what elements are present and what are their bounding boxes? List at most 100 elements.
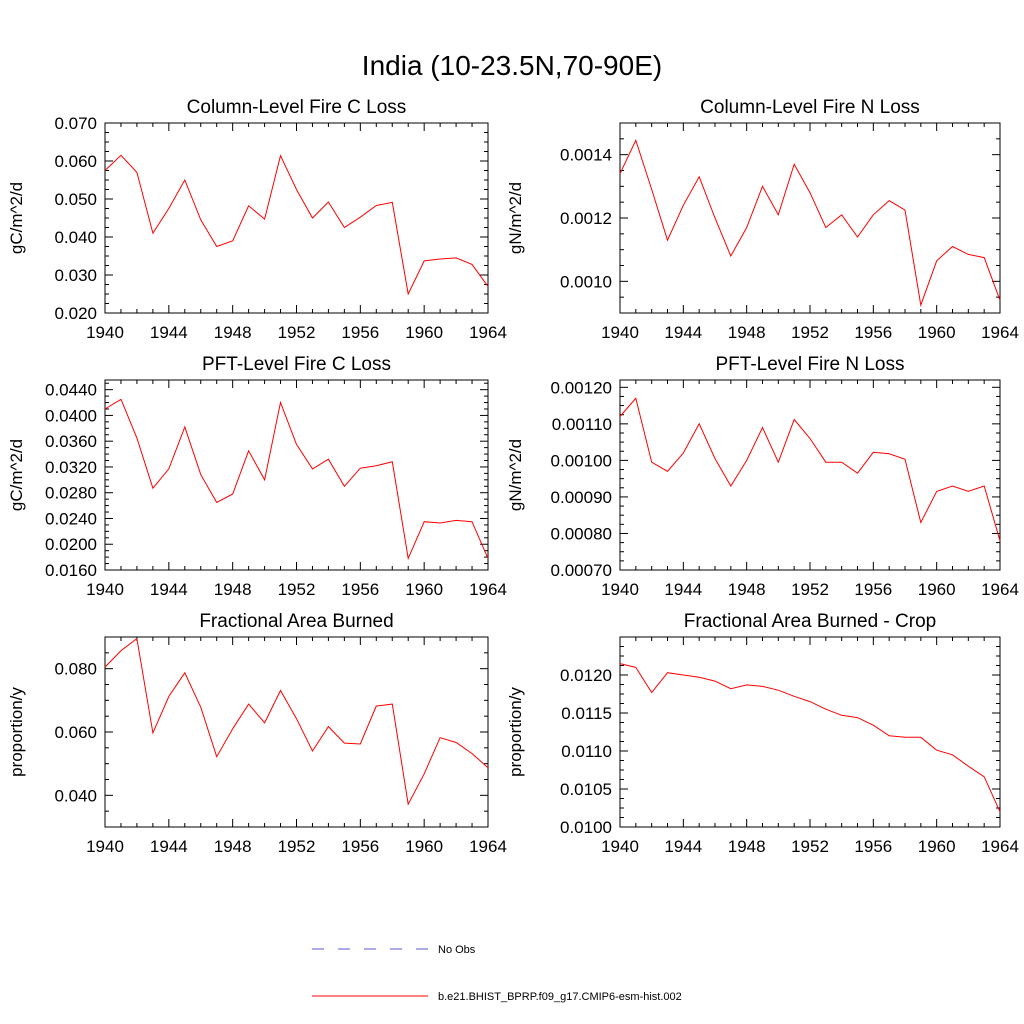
x-tick-label: 1948: [214, 580, 252, 599]
panel-4: PFT-Level Fire N Loss 1940 1944 1948 1952 195…: [506, 354, 1019, 599]
x-tick-label: 1964: [981, 580, 1019, 599]
panel-1: Column-Level Fire C Loss 1940 1944 1948 1952…: [7, 97, 507, 342]
x-tick-label: 1964: [469, 837, 507, 856]
y-axis-label: gC/m^2/d: [7, 439, 26, 511]
y-axis-label: gN/m^2/d: [506, 439, 525, 511]
legend: No Obs b.e21.BHIST_BPRP.f09_g17.CMIP6-es…: [312, 944, 682, 1003]
panel-title: Fractional Area Burned: [199, 611, 393, 632]
x-tick-label: 1944: [664, 323, 702, 342]
x-tick-label: 1952: [278, 580, 316, 599]
y-tick-label: 0.0115: [561, 704, 612, 723]
y-tick-label: 0.020: [54, 304, 97, 323]
x-tick-label: 1940: [601, 837, 639, 856]
series-line: [619, 663, 1001, 813]
y-tick-label: 0.0120: [560, 666, 612, 685]
y-tick-label: 0.040: [54, 228, 97, 247]
legend-model-label: b.e21.BHIST_BPRP.f09_g17.CMIP6-esm-hist.…: [438, 991, 682, 1003]
x-tick-label: 1960: [405, 580, 443, 599]
plot-frame: [619, 379, 1001, 571]
panel-title: PFT-Level Fire C Loss: [202, 354, 391, 375]
y-tick-label: 0.0100: [560, 818, 612, 837]
series-line: [619, 397, 1001, 541]
x-tick-label: 1952: [791, 837, 829, 856]
panel-title: Fractional Area Burned - Crop: [684, 611, 936, 632]
series-line: [104, 637, 489, 806]
y-tick-label: 0.00070: [551, 561, 612, 580]
x-tick-label: 1952: [791, 323, 829, 342]
y-tick-label: 0.030: [54, 266, 97, 285]
x-tick-label: 1956: [341, 323, 379, 342]
panel-6: Fractional Area Burned - Crop 1940 1944 194…: [506, 611, 1019, 856]
y-tick-label: 0.060: [54, 723, 97, 742]
y-tick-label: 0.0014: [560, 146, 612, 165]
x-tick-label: 1956: [341, 837, 379, 856]
y-axis-label: gC/m^2/d: [7, 182, 26, 254]
panel-title: PFT-Level Fire N Loss: [716, 354, 905, 375]
y-tick-label: 0.080: [54, 660, 97, 679]
panel-title: Column-Level Fire C Loss: [187, 97, 407, 118]
x-tick-label: 1948: [728, 323, 766, 342]
y-tick-label: 0.070: [54, 114, 97, 133]
y-tick-label: 0.0360: [45, 432, 97, 451]
series-line: [619, 139, 1001, 308]
x-tick-label: 1944: [664, 580, 702, 599]
y-tick-label: 0.0010: [560, 272, 612, 291]
y-tick-label: 0.0110: [561, 742, 612, 761]
y-tick-label: 0.0400: [45, 406, 97, 425]
plot-frame: [104, 636, 489, 828]
x-tick-label: 1964: [981, 837, 1019, 856]
y-tick-label: 0.040: [54, 786, 97, 805]
y-tick-label: 0.00080: [551, 524, 612, 543]
x-tick-label: 1948: [728, 580, 766, 599]
x-tick-label: 1952: [791, 580, 829, 599]
x-tick-label: 1948: [728, 837, 766, 856]
y-tick-label: 0.00120: [551, 378, 612, 397]
panel-3: PFT-Level Fire C Loss 1940 1944 1948 1952 195…: [7, 354, 507, 599]
y-axis-label: gN/m^2/d: [506, 182, 525, 254]
x-tick-label: 1944: [150, 580, 188, 599]
y-tick-label: 0.0280: [45, 484, 97, 503]
panel-title: Column-Level Fire N Loss: [700, 97, 920, 118]
x-tick-label: 1944: [150, 323, 188, 342]
x-tick-label: 1948: [214, 837, 252, 856]
x-tick-label: 1964: [469, 580, 507, 599]
y-tick-label: 0.0012: [560, 209, 612, 228]
y-tick-label: 0.0440: [45, 381, 97, 400]
y-tick-label: 0.0200: [45, 535, 97, 554]
x-tick-label: 1956: [854, 323, 892, 342]
legend-obs-label: No Obs: [438, 944, 476, 956]
x-tick-label: 1960: [918, 580, 956, 599]
x-tick-label: 1956: [854, 580, 892, 599]
plot-frame: [619, 122, 1001, 314]
x-tick-label: 1960: [918, 837, 956, 856]
x-tick-label: 1956: [854, 837, 892, 856]
x-tick-label: 1960: [918, 323, 956, 342]
panel-2: Column-Level Fire N Loss 1940 1944 1948 1952…: [506, 97, 1019, 342]
y-tick-label: 0.050: [54, 190, 97, 209]
panels: Column-Level Fire C Loss 1940 1944 1948 1952…: [7, 97, 1019, 856]
series-line: [104, 154, 489, 296]
x-tick-label: 1944: [150, 837, 188, 856]
y-tick-label: 0.00110: [552, 415, 612, 434]
y-tick-label: 0.060: [54, 152, 97, 171]
x-tick-label: 1944: [664, 837, 702, 856]
y-axis-label: proportion/y: [7, 687, 26, 777]
x-tick-label: 1940: [86, 837, 124, 856]
y-axis-label: proportion/y: [506, 687, 525, 777]
x-tick-label: 1940: [601, 323, 639, 342]
y-tick-label: 0.00100: [551, 451, 612, 470]
x-tick-label: 1964: [981, 323, 1019, 342]
x-tick-label: 1940: [86, 580, 124, 599]
y-tick-label: 0.0240: [45, 509, 97, 528]
x-tick-label: 1940: [601, 580, 639, 599]
x-tick-label: 1952: [278, 323, 316, 342]
plot-frame: [104, 379, 489, 571]
x-tick-label: 1964: [469, 323, 507, 342]
series-line: [104, 398, 489, 561]
x-tick-label: 1960: [405, 837, 443, 856]
y-tick-label: 0.00090: [551, 488, 612, 507]
x-tick-label: 1940: [86, 323, 124, 342]
figure-title: India (10-23.5N,70-90E): [362, 50, 662, 81]
x-tick-label: 1952: [278, 837, 316, 856]
y-tick-label: 0.0160: [45, 561, 97, 580]
